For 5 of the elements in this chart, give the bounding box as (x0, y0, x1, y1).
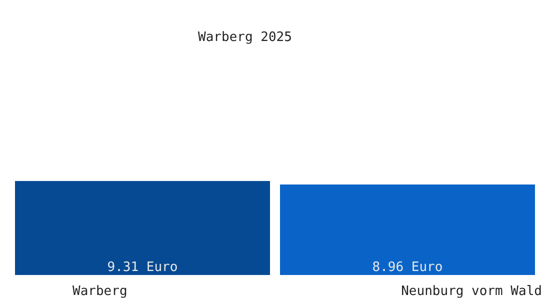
data-label: 8.96 Euro (372, 260, 443, 275)
x-tick-label: Warberg (72, 284, 128, 299)
chart-title: Warberg 2025 (197, 30, 293, 45)
x-tick-label: Neunburg vorm Wald (401, 284, 542, 299)
data-label: 9.31 Euro (107, 260, 178, 275)
